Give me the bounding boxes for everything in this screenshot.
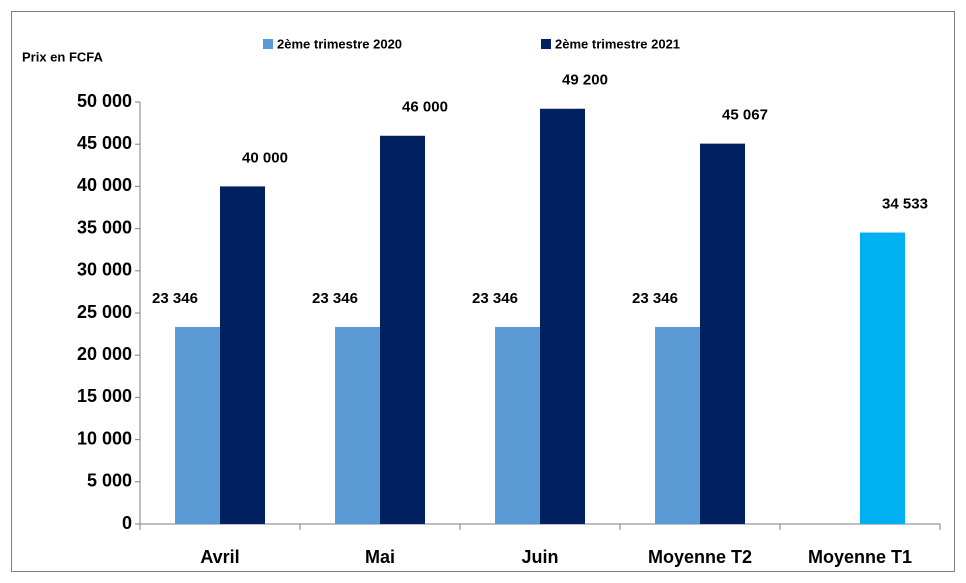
legend-label: 2ème trimestre 2021: [555, 36, 680, 51]
y-tick-label: 10 000: [77, 428, 132, 448]
y-axis-title: Prix en FCFA: [22, 49, 104, 64]
data-label: 34 533: [882, 196, 928, 213]
y-tick-label: 50 000: [77, 91, 132, 111]
x-tick-label: Juin: [521, 547, 558, 567]
bar: [175, 326, 220, 524]
x-tick-label: Moyenne T2: [648, 547, 752, 567]
data-label: 23 346: [152, 290, 198, 307]
y-tick-label: 40 000: [77, 175, 132, 195]
data-label: 23 346: [312, 290, 358, 307]
data-label: 45 067: [722, 107, 768, 124]
legend-swatch: [541, 39, 551, 49]
y-tick-label: 45 000: [77, 133, 132, 153]
legend-swatch: [263, 39, 273, 49]
data-label: 46 000: [402, 99, 448, 116]
y-tick-label: 20 000: [77, 344, 132, 364]
data-label: 23 346: [472, 290, 518, 307]
y-tick-label: 5 000: [87, 471, 132, 491]
bar: [335, 326, 380, 524]
bar: [495, 326, 540, 524]
bar: [380, 135, 425, 524]
bar: [860, 232, 905, 524]
chart-frame: [11, 11, 955, 572]
data-label: 40 000: [242, 149, 288, 166]
y-tick-label: 0: [122, 513, 132, 533]
data-label: 49 200: [562, 72, 608, 89]
y-tick-label: 30 000: [77, 260, 132, 280]
bar: [655, 326, 700, 524]
x-tick-label: Avril: [200, 547, 239, 567]
bar: [220, 186, 265, 524]
data-label: 23 346: [632, 290, 678, 307]
y-tick-label: 35 000: [77, 217, 132, 237]
bar: [700, 143, 745, 524]
legend-label: 2ème trimestre 2020: [277, 36, 402, 51]
bar: [540, 108, 585, 524]
x-tick-label: Mai: [365, 547, 395, 567]
y-tick-label: 15 000: [77, 386, 132, 406]
x-tick-label: Moyenne T1: [808, 547, 912, 567]
y-tick-label: 25 000: [77, 302, 132, 322]
